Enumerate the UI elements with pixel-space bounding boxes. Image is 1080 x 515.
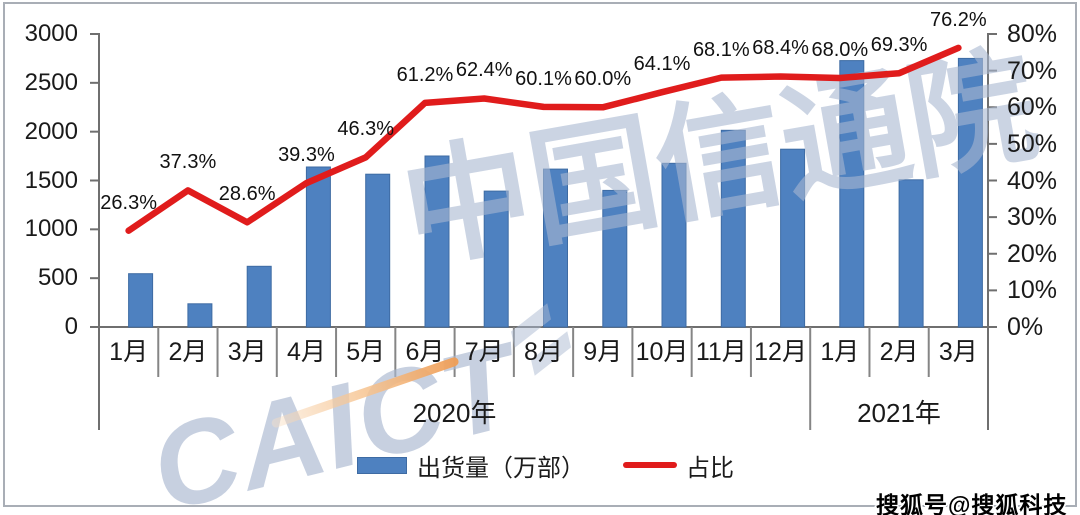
legend-bar-label: 出货量（万部） xyxy=(417,454,585,482)
year-group-label-2021: 2021年 xyxy=(857,398,941,428)
legend-line-label: 占比 xyxy=(686,454,734,482)
sohu-watermark: 搜狐号@搜狐科技 xyxy=(876,492,1068,515)
legend: 出货量（万部） 占比 xyxy=(357,449,734,482)
legend-line-swatch xyxy=(623,462,677,468)
year-group-label-2020: 2020年 xyxy=(412,398,497,428)
chart-frame xyxy=(3,2,1077,507)
legend-bar-swatch xyxy=(357,456,407,474)
